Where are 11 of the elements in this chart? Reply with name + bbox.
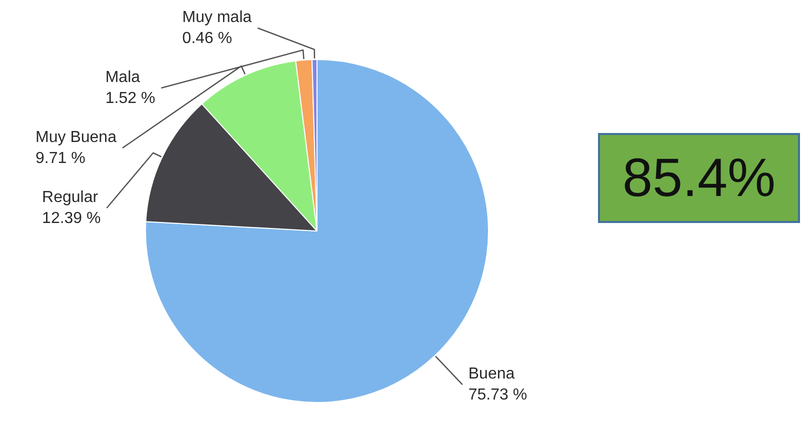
slice-label: Buena	[468, 366, 515, 383]
text: 85.4%	[598, 133, 800, 223]
data-label: 0.46 %	[182, 30, 232, 47]
data-label: 1.52 %	[105, 90, 156, 107]
slice-label: Muy Buena	[36, 128, 117, 146]
data-label: 12.39 %	[42, 210, 101, 227]
data-label: 75.73 %	[468, 386, 528, 404]
data-label: 9.71 %	[36, 150, 86, 167]
slice-label: Mala	[105, 68, 140, 86]
slice-label: Regular	[42, 188, 99, 206]
slice-label: Muy mala	[182, 8, 252, 26]
